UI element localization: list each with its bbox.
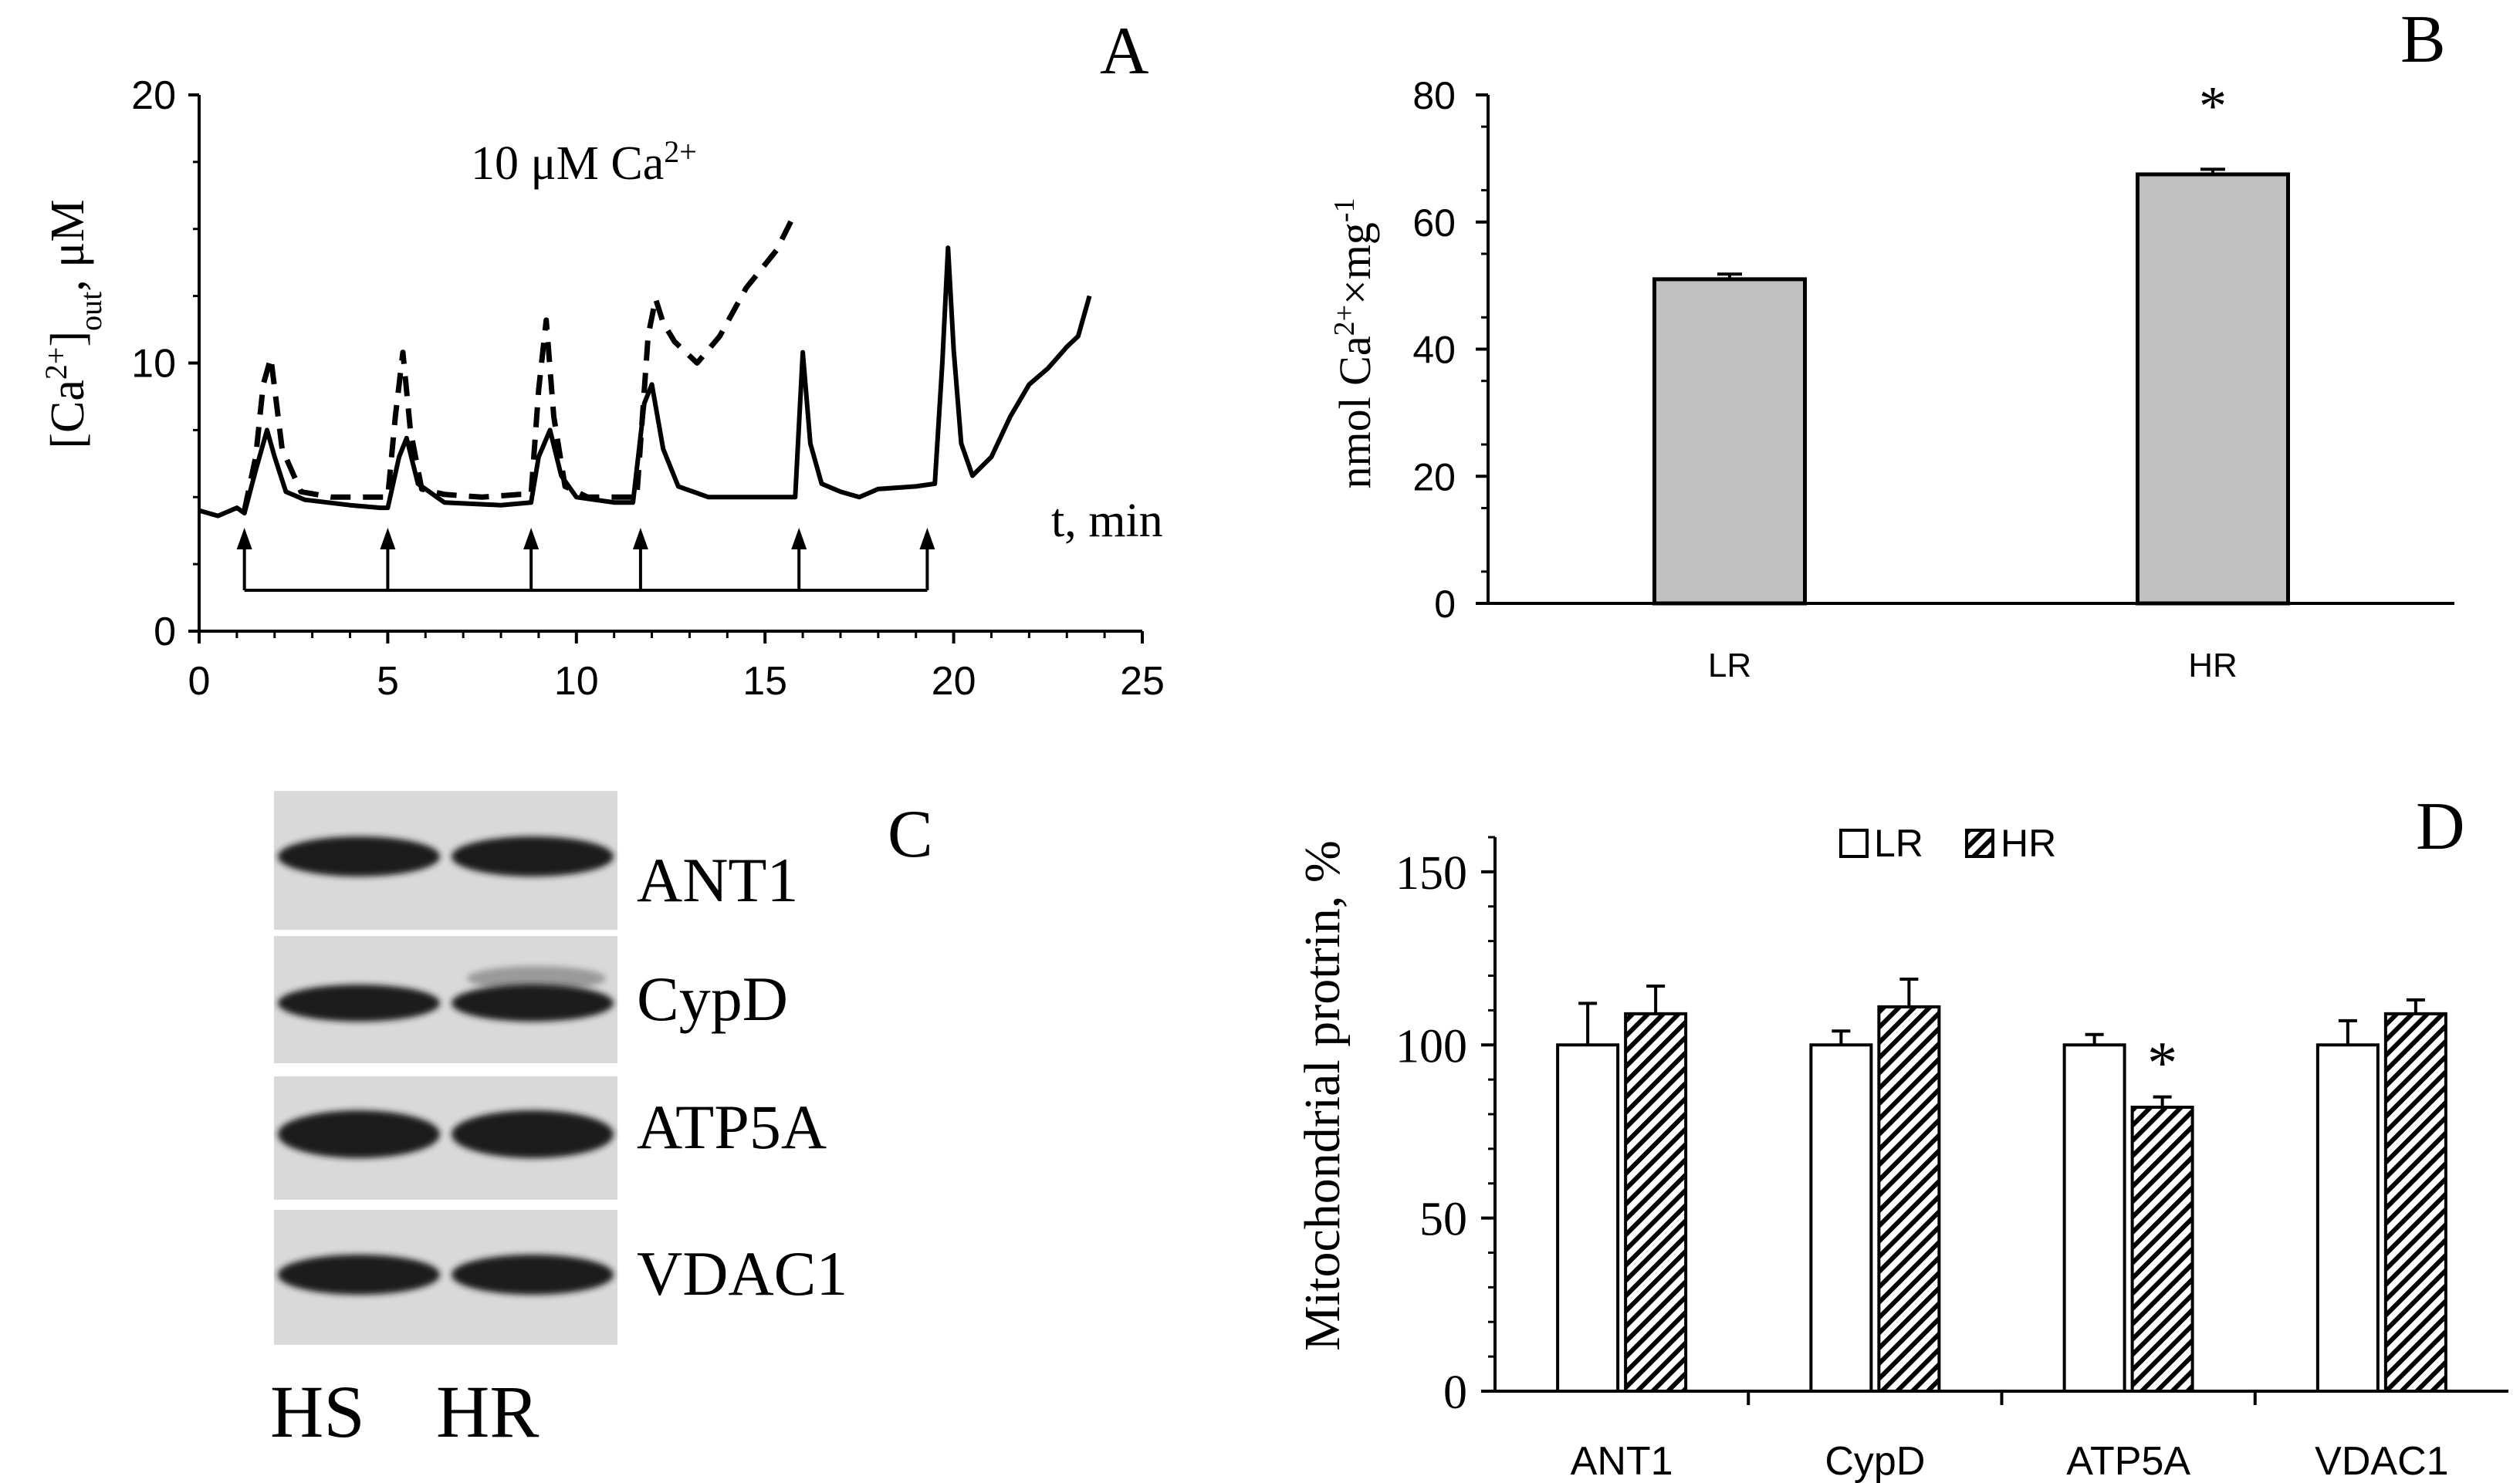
panel-b-ytick-label: 80 (1412, 74, 1456, 117)
panel-d-bar-hr (2383, 1012, 2447, 1393)
panel-a-annotation: 10 μM Ca2+ (471, 134, 697, 191)
panel-a-arrow-head (791, 528, 807, 549)
panel-d-category-label: ANT1 (1571, 1439, 1673, 1483)
panel-a-series (198, 211, 1092, 519)
panel-d-ytick-label: 0 (1443, 1366, 1467, 1419)
panel-a-xlabel: t, min (1051, 495, 1163, 547)
panel-a-xtick-label: 0 (188, 659, 211, 704)
panel-d-bar-lr (2062, 1043, 2126, 1393)
panel-a-xtick-label: 10 (554, 659, 599, 704)
panel-a-series-solid (198, 245, 1092, 519)
panel-a-xtick-label: 25 (1120, 659, 1165, 704)
panel-b-ylabel: nmol Ca2+×mg-1 (1328, 198, 1380, 488)
blot-lane-label-hs: HS (270, 1370, 365, 1453)
blot-band-hr (452, 836, 614, 877)
panel-a-ytick-label: 20 (131, 73, 176, 118)
panel-a-arrow-head (632, 528, 648, 549)
panel-d-legend: LR HR (1839, 822, 2056, 865)
blot-band-hs (278, 836, 440, 877)
panel-c-blot-strips: ANT1 CypD ATP5A VDAC1 (274, 791, 847, 1345)
panel-b-category-label: LR (1708, 647, 1751, 684)
panel-d-bars: ANT1 CypD * ATP5A VDAC1 (1556, 977, 2449, 1483)
panel-b-ticks: 0 20 40 60 80 (1412, 74, 1488, 626)
panel-b-axes (1487, 95, 2454, 605)
panel-b-ytick-label: 0 (1434, 583, 1456, 626)
blot-protein-label: ANT1 (637, 845, 799, 915)
panel-d-category-label: VDAC1 (2315, 1439, 2448, 1483)
panel-d-category-label: CypD (1825, 1439, 1925, 1483)
panel-a-xtick-label: 5 (377, 659, 399, 704)
panel-a-series-dashed (242, 211, 798, 512)
panel-d-ytick-label: 150 (1395, 847, 1467, 900)
blot-lane-label-hr: HR (436, 1370, 539, 1453)
panel-a-ylabel: [Ca2+]out, μM (39, 199, 108, 448)
blot-band-hs (278, 1110, 440, 1158)
panel-d-bar-hr (1624, 1012, 1688, 1393)
panel-d-bar-lr (1556, 1043, 1620, 1393)
panel-a-line-chart: 0 10 20 0 5 10 15 20 25 [Ca2+]out, μM t, min 10 … (39, 73, 1165, 704)
panel-d-grouped-bar-chart: 0 50 100 150 ANT1 CypD * ATP5A VDAC1 Mitochondr… (1294, 822, 2508, 1483)
panel-a-arrow-head (523, 528, 540, 549)
panel-b-bar (2136, 172, 2290, 606)
panel-a-ytick-label: 10 (131, 342, 176, 387)
panel-d-ticks: 0 50 100 150 (1395, 836, 2257, 1419)
panel-letter-d: D (2416, 789, 2465, 864)
panel-b-bar (1652, 277, 1807, 606)
panel-a-arrow-head (236, 528, 252, 549)
panel-b-ytick-label: 40 (1412, 329, 1456, 372)
legend-label-lr: LR (1874, 822, 1923, 865)
legend-label-hr: HR (2001, 822, 2056, 865)
panel-b-bar-chart: 0 20 40 60 80 LR HR * nmol Ca2+×mg-1 (1328, 74, 2454, 684)
blot-faint-band (467, 966, 606, 991)
blot-band-hs (278, 985, 440, 1022)
panel-d-significance-star: * (2147, 1029, 2177, 1096)
legend-swatch-lr (1839, 829, 1869, 858)
panel-a-arrow-head (380, 528, 396, 549)
blot-band-hr (452, 1255, 614, 1295)
blot-band-hr (452, 1110, 614, 1158)
legend-swatch-hr (1965, 829, 1994, 858)
panel-b-ytick-label: 60 (1412, 201, 1456, 245)
panel-d-bar-lr (2315, 1043, 2380, 1393)
panel-c-western-blot: ANT1 CypD ATP5A VDAC1 HS HR (270, 791, 847, 1453)
panel-b-bars: LR HR * (1652, 75, 2290, 684)
panel-b-category-label: HR (2188, 647, 2238, 684)
panel-d-category-label: ATP5A (2066, 1439, 2190, 1483)
panel-a-ca-addition-arrows (236, 528, 935, 592)
blot-protein-label: VDAC1 (637, 1238, 847, 1309)
blot-band-hr (452, 985, 614, 1022)
panel-letter-c: C (888, 797, 933, 872)
panel-b-significance-star: * (2199, 75, 2227, 137)
panel-d-bar-hr (2130, 1106, 2194, 1393)
panel-d-bar-hr (1877, 1005, 1941, 1393)
blot-protein-label: CypD (637, 964, 788, 1034)
panel-a-ytick-label: 0 (154, 610, 176, 654)
panel-d-ytick-label: 100 (1395, 1020, 1467, 1073)
panel-a-arrow-head (919, 528, 935, 549)
panel-letter-a: A (1100, 14, 1149, 89)
panel-a-axes (198, 95, 1142, 633)
panel-d-bar-lr (1809, 1043, 1873, 1393)
blot-band-hs (278, 1255, 440, 1295)
panel-d-ytick-label: 50 (1419, 1194, 1467, 1246)
panel-a-ticks: 0 10 20 0 5 10 15 20 25 (131, 73, 1165, 704)
panel-a-xtick-label: 20 (932, 659, 976, 704)
panel-d-ylabel: Mitochondrial protrin, % (1294, 840, 1351, 1351)
panel-b-ytick-label: 20 (1412, 455, 1456, 498)
blot-protein-label: ATP5A (637, 1092, 827, 1162)
panel-a-xtick-label: 15 (742, 659, 787, 704)
panel-letter-b: B (2400, 2, 2446, 77)
